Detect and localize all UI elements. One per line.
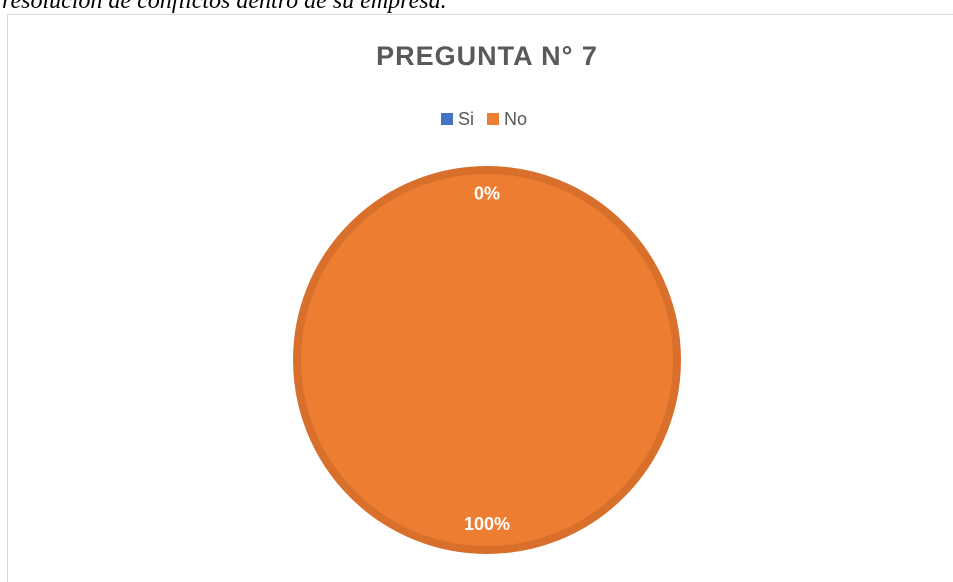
legend: Si No	[441, 109, 527, 129]
data-label: 100%	[464, 514, 510, 534]
pie	[293, 166, 681, 554]
data-labels: 0% 100%	[464, 183, 510, 534]
caption: resolución de conflictos dentro de su em…	[2, 0, 447, 14]
chart-title: PREGUNTA N° 7	[376, 41, 598, 71]
pie-slice	[293, 166, 681, 554]
data-label: 0%	[474, 183, 500, 203]
legend-label: No	[504, 109, 527, 129]
legend-swatch	[487, 113, 500, 125]
legend-label: Si	[458, 109, 474, 129]
legend-swatch	[441, 113, 453, 125]
